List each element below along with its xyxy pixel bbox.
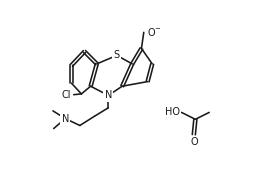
Text: Cl: Cl [61, 90, 71, 100]
Text: HO: HO [165, 107, 180, 117]
Text: N: N [105, 90, 112, 101]
Text: N: N [62, 113, 69, 124]
Text: O$^{-}$: O$^{-}$ [147, 26, 162, 38]
Text: S: S [114, 50, 120, 60]
Text: O: O [190, 137, 198, 147]
